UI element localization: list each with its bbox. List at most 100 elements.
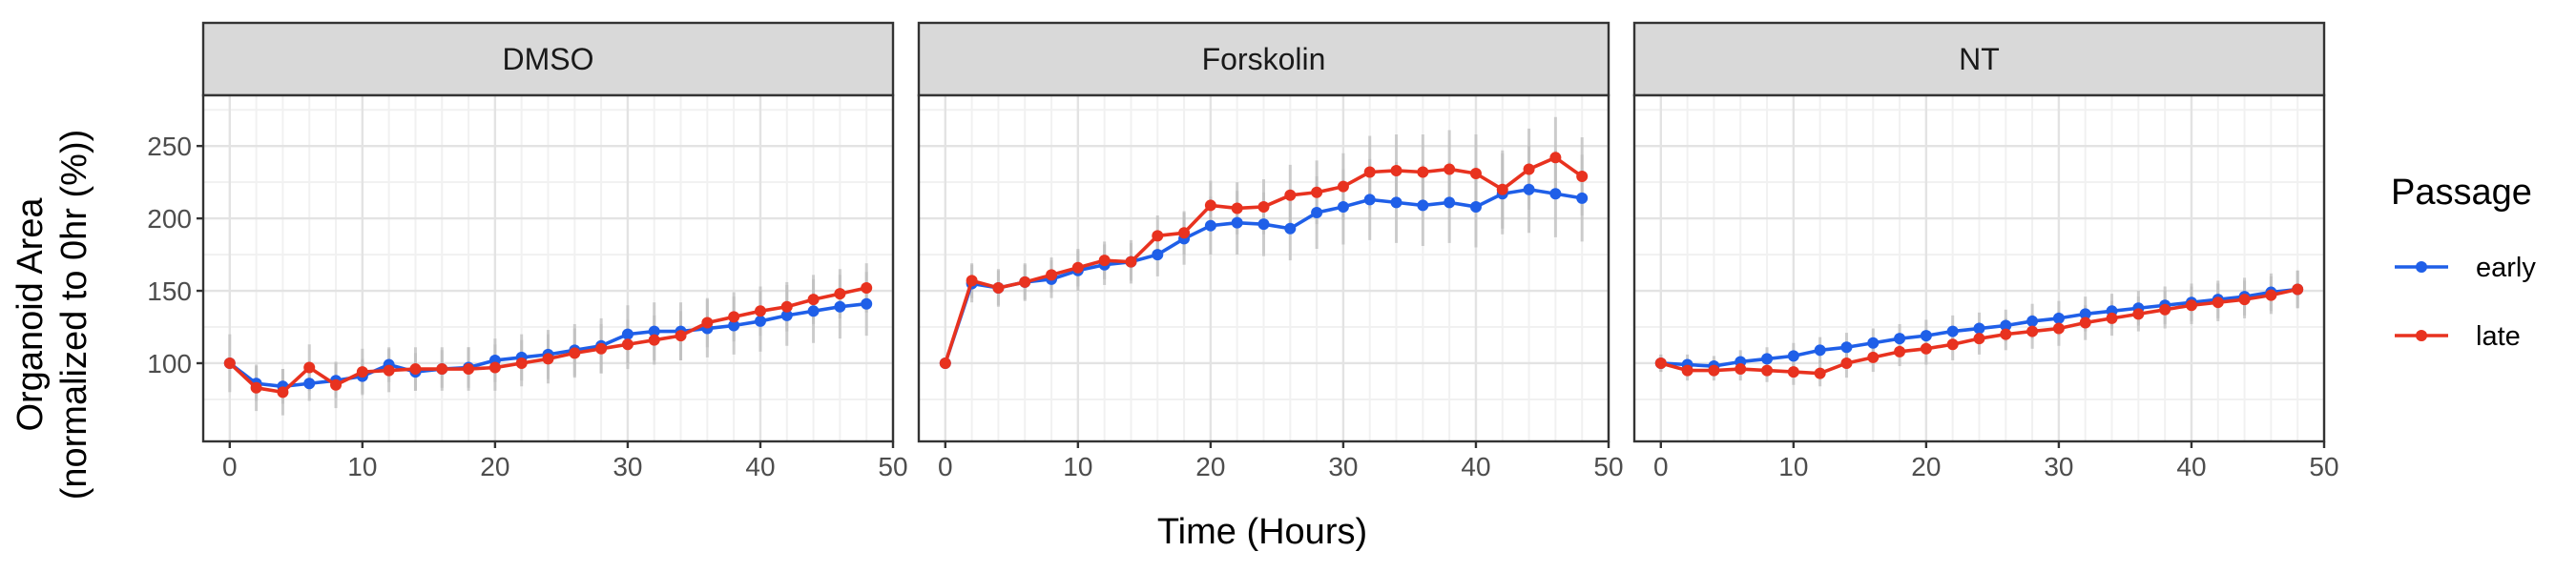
data-point-early [1417, 199, 1429, 212]
data-point-early [1469, 200, 1482, 213]
x-tick-label: 50 [1593, 452, 1623, 481]
data-point-late [2185, 299, 2197, 312]
data-point-early [1390, 196, 1402, 209]
data-point-late [2292, 283, 2304, 296]
facet-strip [1632, 21, 2326, 97]
data-point-late [2265, 289, 2277, 301]
data-point-late [542, 353, 554, 365]
data-point-late [1152, 230, 1164, 242]
data-point-early [1894, 333, 1906, 345]
y-axis-title-line-2: (normalized to 0hr (%)) [54, 130, 94, 500]
data-point-late [356, 366, 368, 378]
data-point-late [1019, 276, 1031, 288]
data-point-early [834, 300, 846, 313]
data-point-early [1920, 330, 1932, 342]
data-point-late [2052, 322, 2065, 335]
facet-strip [201, 21, 895, 97]
data-point-late [250, 381, 262, 394]
data-point-early [2079, 308, 2091, 320]
facet-strip-label: Forskolin [1202, 42, 1326, 76]
legend-items: early late [2395, 253, 2536, 352]
data-point-late [2026, 325, 2039, 337]
y-tick-label: 150 [147, 276, 192, 306]
x-tick-label: 30 [1328, 452, 1358, 481]
data-point-late [1549, 152, 1562, 164]
data-point-late [1417, 166, 1429, 178]
x-tick-label: 0 [938, 452, 953, 481]
facet-strip-label: DMSO [503, 42, 594, 76]
data-point-late [1654, 357, 1667, 369]
data-point-early [1814, 344, 1826, 357]
data-point-late [1125, 255, 1137, 268]
data-point-late [1444, 163, 1456, 175]
data-point-early [2052, 312, 2065, 324]
data-point-late [595, 342, 608, 355]
data-point-late [1046, 269, 1058, 281]
data-point-late [754, 305, 766, 317]
data-point-late [1973, 333, 1985, 345]
data-point-late [409, 363, 422, 376]
data-point-late [966, 275, 978, 287]
data-point-late [1390, 164, 1402, 176]
data-point-early [1549, 188, 1562, 200]
data-point-early [648, 325, 660, 337]
data-point-early [1946, 325, 1959, 337]
data-point-late [1071, 261, 1084, 274]
data-point-early [728, 319, 740, 332]
data-point-early [621, 328, 634, 340]
x-tick-label: 30 [2044, 452, 2073, 481]
legend-key-point-early [2416, 261, 2427, 273]
data-point-late [1840, 357, 1853, 369]
data-point-early [1523, 183, 1535, 195]
data-point-late [1946, 338, 1959, 351]
data-point-early [1284, 222, 1297, 235]
data-point-early [2000, 319, 2012, 332]
x-tick-label: 50 [878, 452, 907, 481]
data-point-early [1363, 194, 1376, 206]
data-point-late [861, 282, 873, 295]
data-point-late [1337, 180, 1349, 193]
data-point-early [1576, 192, 1589, 204]
panel-border [1632, 93, 2326, 443]
data-point-late [1231, 202, 1243, 214]
data-point-late [277, 386, 289, 398]
data-point-early [807, 305, 820, 317]
x-axis-title: Time (Hours) [1157, 512, 1367, 552]
data-point-early [1973, 322, 1985, 335]
y-tick-label: 250 [147, 132, 192, 161]
data-point-late [1814, 367, 1826, 379]
data-point-late [2000, 328, 2012, 340]
data-point-late [701, 317, 714, 329]
data-point-late [939, 357, 951, 369]
data-point-early [861, 297, 873, 310]
data-point-late [1681, 364, 1693, 377]
data-point-late [1708, 364, 1720, 377]
data-point-early [780, 309, 793, 321]
data-point-late [1284, 189, 1297, 201]
data-point-late [330, 378, 343, 391]
x-tick-label: 40 [1461, 452, 1490, 481]
data-point-late [1496, 183, 1508, 195]
data-point-early [1257, 218, 1270, 231]
data-point-late [488, 361, 501, 374]
data-point-early [1337, 200, 1349, 213]
data-point-late [569, 347, 581, 359]
data-point-late [2238, 294, 2251, 306]
legend: Passage early late [2391, 173, 2536, 352]
data-point-early [1204, 219, 1216, 232]
data-point-late [2212, 296, 2224, 309]
data-point-late [1894, 345, 1906, 358]
x-tick-label: 20 [480, 452, 509, 481]
x-tick-label: 40 [2176, 452, 2206, 481]
data-point-late [1178, 227, 1191, 239]
data-point-early [1444, 196, 1456, 209]
data-point-late [1735, 363, 1747, 376]
data-point-late [1576, 171, 1589, 183]
y-axis-title-line-1: Organoid Area [10, 197, 51, 432]
data-point-late [223, 357, 236, 369]
data-point-late [807, 294, 820, 306]
facet-strip-label: NT [1959, 42, 2000, 76]
legend-title: Passage [2391, 173, 2532, 213]
legend-label-early: early [2476, 253, 2536, 283]
data-point-late [303, 361, 316, 374]
